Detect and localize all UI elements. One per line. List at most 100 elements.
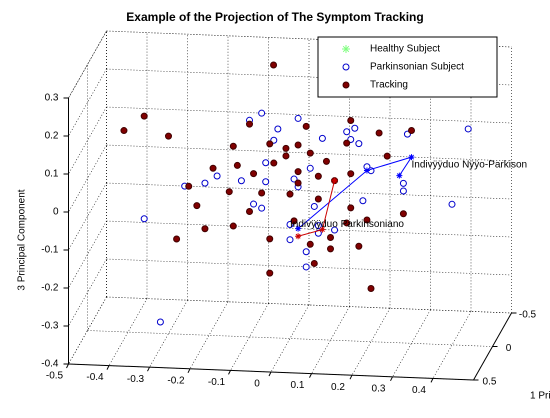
point [318, 134, 326, 142]
legend-marker [342, 81, 350, 89]
point [408, 127, 415, 134]
point [250, 170, 258, 178]
tick-mark [228, 370, 231, 375]
point [464, 125, 472, 133]
star-marker [408, 154, 415, 161]
point [286, 190, 294, 198]
point [306, 240, 314, 248]
tick-mark [147, 366, 150, 372]
point [246, 120, 253, 128]
x-tick-label: 0.1 [291, 380, 305, 391]
tick-mark [268, 371, 272, 377]
point [375, 129, 383, 137]
grid-line [68, 68, 107, 137]
grid-line [189, 301, 229, 369]
grid-line [392, 309, 431, 377]
point [262, 159, 270, 167]
z-tick-label: -0.1 [41, 245, 59, 256]
point [262, 178, 270, 186]
point [347, 170, 355, 178]
point [347, 204, 355, 212]
star-marker [319, 226, 326, 233]
point [367, 285, 375, 292]
z-tick-label: -0.3 [41, 321, 59, 332]
point [294, 114, 302, 122]
grid-line [68, 106, 107, 175]
legend: Healthy Subject Parkinsonian Subject Track… [317, 36, 498, 98]
tick-mark [309, 373, 312, 378]
point [399, 210, 407, 218]
z-axis-label: 3 Principal Component [17, 189, 28, 290]
y-tick-label: 0.5 [483, 377, 497, 388]
legend-marker [342, 63, 350, 71]
grid-line [351, 308, 391, 376]
x-tick-label: -0.4 [86, 372, 104, 383]
point [363, 216, 371, 224]
point [343, 128, 351, 136]
grid-line [149, 300, 188, 368]
point [331, 226, 339, 234]
point [270, 159, 278, 167]
tick-mark [187, 368, 191, 374]
point [306, 164, 314, 172]
star-marker [396, 172, 403, 179]
legend-label: Healthy Subject [370, 44, 440, 55]
point [266, 235, 274, 243]
point [229, 142, 237, 150]
grid-line [432, 311, 472, 379]
box-edge [68, 30, 107, 99]
point [359, 197, 367, 205]
z-tick-label: -0.4 [41, 359, 59, 370]
point [290, 217, 298, 225]
point [165, 132, 172, 140]
point [306, 149, 314, 157]
z-tick-label: 0 [53, 207, 59, 218]
point [355, 242, 363, 250]
point [302, 263, 310, 271]
point [294, 141, 302, 149]
chart-title: Example of the Projection of The Symptom… [126, 10, 423, 24]
point [229, 222, 237, 230]
x-tick-label: 0 [254, 379, 260, 390]
annotation: Indivÿÿduo Parkinsoniano [290, 219, 404, 230]
grid-line [108, 298, 148, 366]
point [302, 122, 310, 130]
point [290, 175, 298, 183]
y-tick-label: 0 [506, 343, 512, 354]
point [448, 200, 456, 208]
point [343, 139, 351, 147]
point [201, 225, 209, 233]
point [258, 109, 266, 117]
grid-line [230, 303, 269, 371]
point [310, 202, 318, 210]
point [185, 182, 193, 190]
star-marker [295, 225, 302, 232]
star-marker [331, 177, 338, 184]
point [302, 248, 310, 256]
grid-line [68, 258, 107, 327]
point [193, 202, 201, 210]
point [399, 179, 407, 187]
point [156, 318, 164, 326]
point [294, 179, 302, 187]
tick-mark [349, 374, 353, 380]
point [274, 125, 282, 133]
point [282, 152, 290, 160]
point [266, 140, 274, 148]
point [310, 259, 318, 267]
star-marker [295, 233, 302, 240]
point [140, 112, 148, 120]
point [294, 168, 302, 176]
x-tick-label: 0.2 [331, 382, 345, 393]
x-tick-label: -0.1 [208, 377, 226, 388]
x-tick-label: -0.5 [46, 371, 64, 382]
z-tick-label: 0.1 [45, 169, 59, 180]
legend-label: Parkinsonian Subject [370, 62, 464, 73]
z-tick-label: 0.2 [45, 131, 59, 142]
point [250, 200, 258, 208]
z-tick-label: -0.2 [41, 283, 59, 294]
grid-line [87, 330, 493, 347]
tick-mark [106, 365, 110, 370]
star-marker [342, 45, 350, 53]
point [383, 152, 391, 160]
